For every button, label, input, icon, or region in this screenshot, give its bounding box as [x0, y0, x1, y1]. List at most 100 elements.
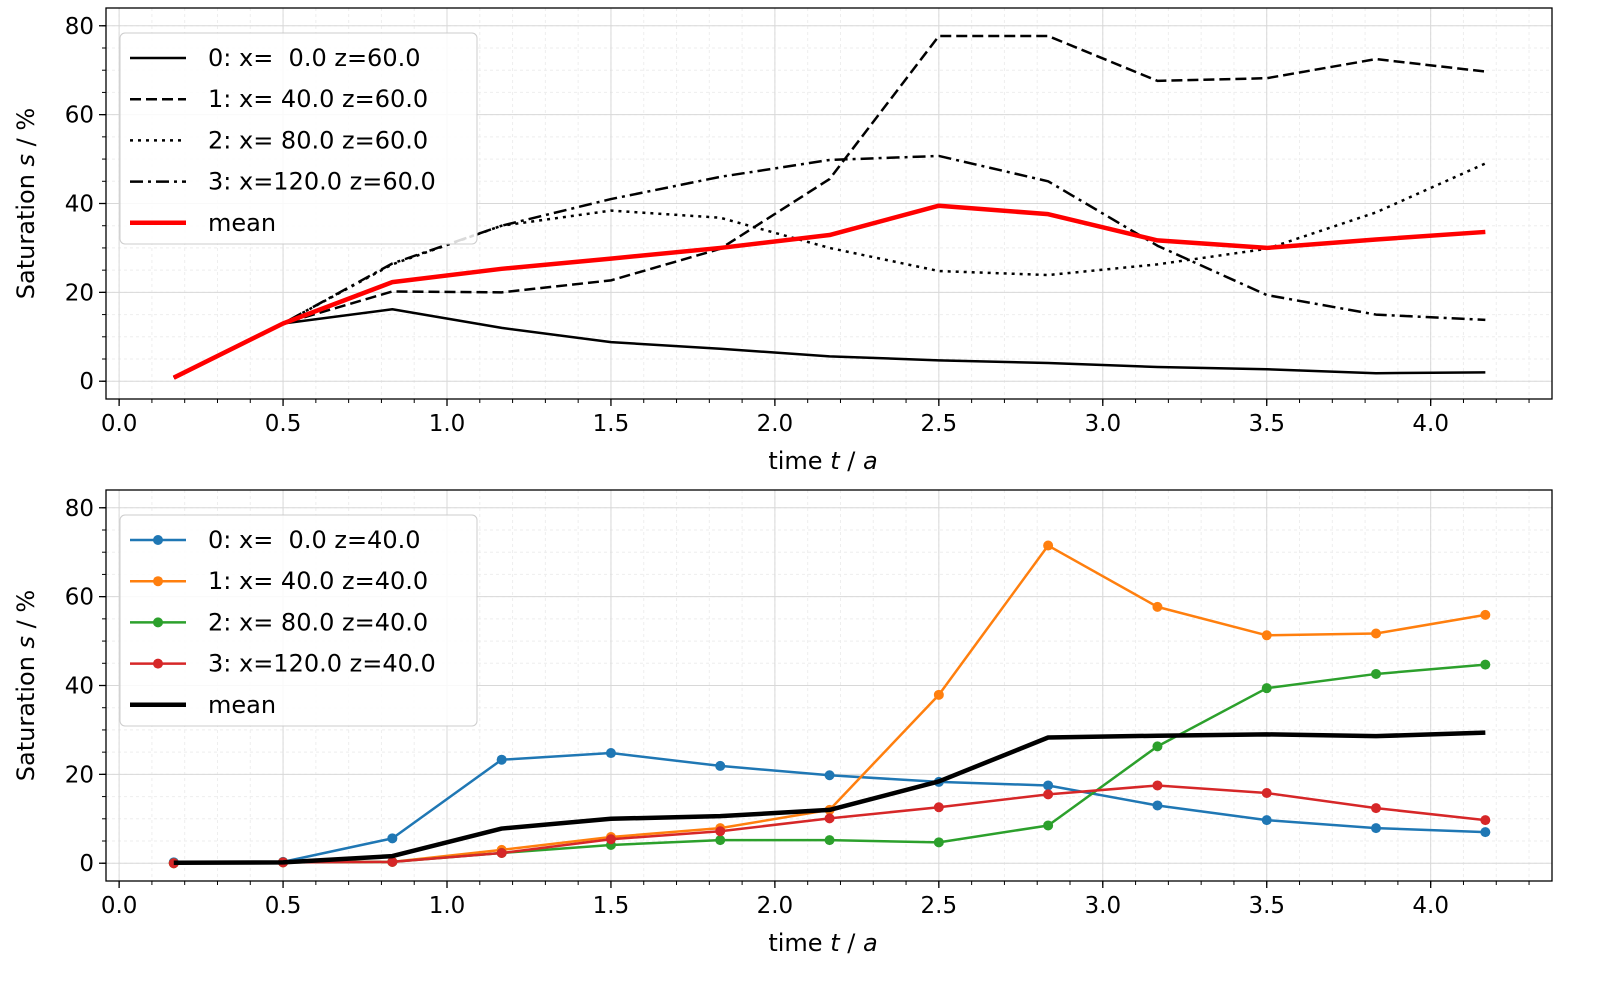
data-point: [387, 856, 398, 867]
data-point: [715, 826, 726, 837]
data-point: [1152, 780, 1163, 791]
label-part: Saturation: [12, 166, 40, 299]
y-tick-label: 80: [65, 14, 94, 40]
series-line: [173, 307, 1486, 379]
data-point: [1371, 803, 1382, 814]
series-line: [173, 730, 1486, 866]
series-1: [173, 34, 1486, 379]
y-tick-label: 80: [65, 496, 94, 522]
x-tick-label: 1.5: [593, 411, 630, 437]
legend-label: 1: x= 40.0 z=60.0: [208, 85, 428, 113]
legend-item: mean: [130, 691, 276, 719]
y-axis-label: Saturation s / %: [12, 590, 40, 781]
data-point: [387, 833, 398, 844]
data-point: [1043, 780, 1054, 791]
data-point: [605, 748, 616, 759]
y-tick-label: 60: [65, 585, 94, 611]
series-line: [172, 203, 1486, 380]
legend-item: 2: x= 80.0 z=60.0: [130, 126, 428, 154]
x-tick-label: 0.5: [265, 411, 302, 437]
x-tick-label: 2.0: [757, 411, 794, 437]
x-tick-label: 0.5: [265, 893, 302, 919]
legend-marker: [153, 535, 163, 545]
label-part: time: [768, 447, 830, 475]
label-part: Saturation: [12, 648, 40, 781]
data-point: [1152, 601, 1163, 612]
x-tick-label: 2.5: [921, 893, 958, 919]
label-part: s: [12, 628, 40, 648]
x-tick-label: 4.0: [1412, 411, 1449, 437]
data-point: [1043, 820, 1054, 831]
legend-label: mean: [208, 209, 276, 237]
series-0: [168, 748, 1491, 868]
legend-label: 1: x= 40.0 z=40.0: [208, 567, 428, 595]
label-part: %: [12, 108, 40, 131]
data-point: [1261, 630, 1272, 641]
x-tick-label: 2.5: [921, 411, 958, 437]
data-point: [1371, 668, 1382, 679]
data-point: [605, 834, 616, 845]
legend-frame: [119, 514, 478, 727]
legend-item: 1: x= 40.0 z=40.0: [130, 567, 428, 595]
label-part: /: [12, 131, 40, 147]
data-point: [1152, 741, 1163, 752]
legend-label: 3: x=120.0 z=60.0: [208, 168, 436, 196]
data-point: [1152, 800, 1163, 811]
data-point: [824, 770, 835, 781]
y-tick-label: 0: [79, 369, 94, 395]
data-point: [1043, 789, 1054, 800]
x-tick-label: 1.5: [593, 893, 630, 919]
axes-frame: [105, 7, 1553, 400]
data-point: [1480, 827, 1491, 838]
legend-label: mean: [208, 691, 276, 719]
legend-item: 0: x= 0.0 z=60.0: [130, 44, 421, 72]
y-tick-label: 20: [65, 762, 94, 788]
data-point: [496, 848, 507, 859]
x-tick-label: 4.0: [1412, 893, 1449, 919]
series-line: [173, 784, 1486, 865]
legend-marker: [153, 617, 163, 628]
label-part: /: [847, 447, 863, 475]
data-point: [1371, 823, 1382, 834]
data-point: [933, 837, 944, 848]
legend-item: 3: x=120.0 z=60.0: [130, 168, 436, 196]
data-point: [1261, 815, 1272, 826]
axes-frame: [105, 489, 1553, 882]
x-tick-label: 1.0: [429, 893, 466, 919]
series-0: [173, 307, 1486, 379]
data-point: [1480, 609, 1491, 620]
data-point: [824, 835, 835, 846]
data-point: [1261, 788, 1272, 799]
legend-frame: [119, 32, 478, 245]
y-axis-label: Saturation s / %: [12, 108, 40, 299]
legend-marker: [153, 576, 163, 587]
legend-item: 1: x= 40.0 z=60.0: [130, 85, 428, 113]
data-point: [496, 754, 507, 765]
data-point: [1480, 659, 1491, 670]
label-part: s: [12, 146, 40, 166]
legend-label: 2: x= 80.0 z=60.0: [208, 126, 428, 154]
y-tick-label: 60: [65, 103, 94, 129]
x-tick-label: 3.0: [1085, 893, 1122, 919]
x-tick-label: 3.5: [1248, 893, 1285, 919]
series-line: [173, 34, 1486, 379]
data-point: [1261, 683, 1272, 694]
y-tick-label: 0: [79, 851, 94, 877]
x-axis-label: time t / a: [768, 447, 877, 475]
legend: 0: x= 0.0 z=40.0 1: x= 40.0 z=40.0 2: x= 8…: [119, 514, 478, 727]
series-3: [173, 154, 1486, 379]
label-part: a: [863, 929, 878, 957]
label-part: a: [863, 447, 878, 475]
x-tick-label: 2.0: [757, 893, 794, 919]
legend-item: 3: x=120.0 z=40.0: [130, 650, 436, 678]
series-4: [173, 730, 1486, 866]
series-3: [168, 780, 1491, 869]
label-part: /: [12, 613, 40, 629]
data-point: [933, 689, 944, 700]
legend-marker: [153, 658, 163, 669]
data-point: [1480, 815, 1491, 826]
data-point: [1043, 540, 1054, 551]
x-tick-label: 0.0: [101, 893, 138, 919]
label-part: t: [830, 447, 847, 475]
